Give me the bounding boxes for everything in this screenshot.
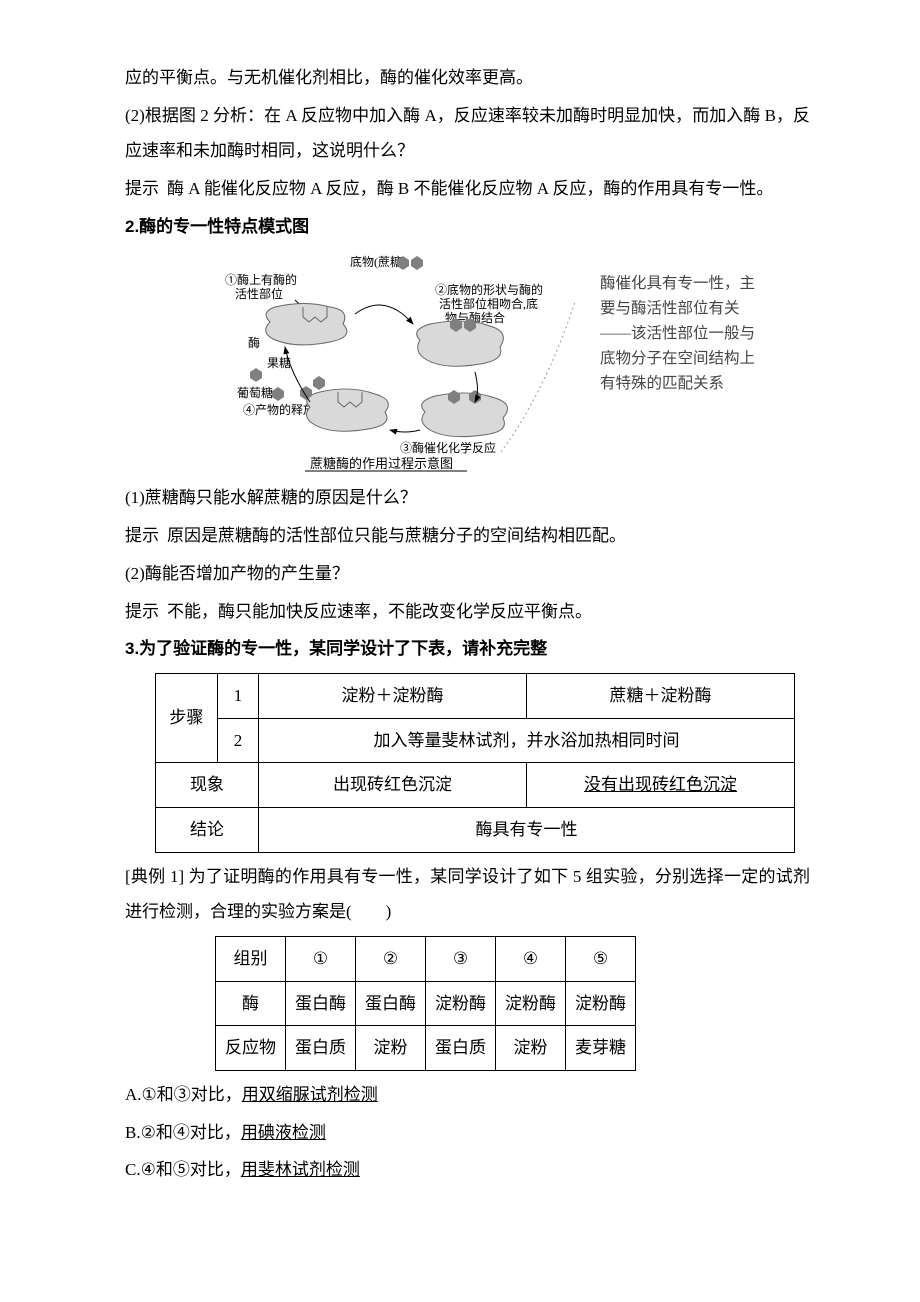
para-continuation: 应的平衡点。与无机催化剂相比，酶的催化效率更高。	[125, 60, 810, 96]
label-enzyme: 酶	[248, 335, 260, 350]
cell-conclusion-label: 结论	[156, 807, 259, 852]
cell-conclusion: 酶具有专一性	[259, 807, 795, 852]
cell-fehling: 加入等量斐林试剂，并水浴加热相同时间	[259, 718, 795, 763]
diagram-caption: 蔗糖酶的作用过程示意图	[310, 456, 453, 471]
hint-3: 提示不能，酶只能加快反应速率，不能改变化学反应平衡点。	[125, 594, 810, 630]
cell-starch-starchase: 淀粉＋淀粉酶	[259, 673, 527, 718]
cell-no-precipitate: 没有出现砖红色沉淀	[527, 763, 795, 808]
hint-label-3: 提示	[125, 602, 167, 621]
diagram-annotation: 酶催化具有专一性，主要与酶活性部位有关——该活性部位一般与底物分子在空间结构上有…	[600, 252, 770, 396]
option-a-underline: 用双缩脲试剂检测	[242, 1085, 378, 1104]
hint-text-1: 酶 A 能催化反应物 A 反应，酶 B 不能催化反应物 A 反应，酶的作用具有专…	[167, 179, 773, 198]
enzyme-diagram-wrap: 底物(蔗糖) ①酶上有酶的 活性部位 ②底物的形状与酶的 活性部位相吻合,底 物…	[155, 252, 810, 472]
label-2a: ②底物的形状与酶的	[435, 282, 543, 297]
group-table: 组别 ① ② ③ ④ ⑤ 酶 蛋白酶 蛋白酶 淀粉酶 淀粉酶 淀粉酶 反应物 蛋…	[215, 936, 636, 1071]
question-product-amount: (2)酶能否增加产物的产生量？	[125, 556, 810, 592]
hint-label-2: 提示	[125, 526, 167, 545]
hint-text-3: 不能，酶只能加快反应速率，不能改变化学反应平衡点。	[167, 602, 592, 621]
gt-h2: ①	[286, 937, 356, 982]
enzyme-diagram-svg: 底物(蔗糖) ①酶上有酶的 活性部位 ②底物的形状与酶的 活性部位相吻合,底 物…	[155, 252, 575, 472]
option-b: B.②和④对比，用碘液检测	[125, 1115, 810, 1151]
gt-r2c6: 淀粉酶	[566, 981, 636, 1026]
option-c-underline: 用斐林试剂检测	[241, 1160, 360, 1179]
hint-text-2: 原因是蔗糖酶的活性部位只能与蔗糖分子的空间结构相匹配。	[167, 526, 626, 545]
cell-sucrose-starchase: 蔗糖＋淀粉酶	[527, 673, 795, 718]
example-text: 为了证明酶的作用具有专一性，某同学设计了如下 5 组实验，分别选择一定的试剂进行…	[125, 867, 810, 922]
option-c: C.④和⑤对比，用斐林试剂检测	[125, 1152, 810, 1188]
cell-no-precipitate-text: 没有出现砖红色沉淀	[584, 775, 737, 794]
gt-r3c2: 蛋白质	[286, 1026, 356, 1071]
gt-h4: ③	[426, 937, 496, 982]
cell-phenomenon-label: 现象	[156, 763, 259, 808]
gt-r2c5: 淀粉酶	[496, 981, 566, 1026]
gt-r3c3: 淀粉	[356, 1026, 426, 1071]
label-4: ④产物的释放	[243, 402, 315, 417]
heading-3: 3.为了验证酶的专一性，某同学设计了下表，请补充完整	[125, 631, 810, 667]
gt-h3: ②	[356, 937, 426, 982]
heading-2: 2.酶的专一性特点模式图	[125, 209, 810, 245]
gt-r3c6: 麦芽糖	[566, 1026, 636, 1071]
label-1b: 活性部位	[235, 286, 283, 301]
example-1: [典例 1] 为了证明酶的作用具有专一性，某同学设计了如下 5 组实验，分别选择…	[125, 859, 810, 930]
gt-h5: ④	[496, 937, 566, 982]
gt-h1: 组别	[216, 937, 286, 982]
gt-r2c4: 淀粉酶	[426, 981, 496, 1026]
hint-label-1: 提示	[125, 179, 167, 198]
gt-r3c4: 蛋白质	[426, 1026, 496, 1071]
question-sucrase: (1)蔗糖酶只能水解蔗糖的原因是什么？	[125, 480, 810, 516]
option-c-prefix: C.④和⑤对比，	[125, 1160, 241, 1179]
option-b-prefix: B.②和④对比，	[125, 1123, 241, 1142]
gt-r3c1: 反应物	[216, 1026, 286, 1071]
example-label: [典例 1]	[125, 867, 184, 886]
label-glucose: 葡萄糖	[237, 385, 273, 400]
cell-step-1: 1	[217, 673, 258, 718]
cell-step-2: 2	[217, 718, 258, 763]
para-q-graph2: (2)根据图 2 分析：在 A 反应物中加入酶 A，反应速率较未加酶时明显加快，…	[125, 98, 810, 169]
gt-r2c3: 蛋白酶	[356, 981, 426, 1026]
gt-r2c2: 蛋白酶	[286, 981, 356, 1026]
label-3: ③酶催化化学反应	[400, 440, 496, 455]
cell-red-precipitate: 出现砖红色沉淀	[259, 763, 527, 808]
step-table: 步骤 1 淀粉＋淀粉酶 蔗糖＋淀粉酶 2 加入等量斐林试剂，并水浴加热相同时间 …	[155, 673, 795, 853]
hint-2: 提示原因是蔗糖酶的活性部位只能与蔗糖分子的空间结构相匹配。	[125, 518, 810, 554]
gt-r2c1: 酶	[216, 981, 286, 1026]
gt-r3c5: 淀粉	[496, 1026, 566, 1071]
option-b-underline: 用碘液检测	[241, 1123, 326, 1142]
hint-1: 提示酶 A 能催化反应物 A 反应，酶 B 不能催化反应物 A 反应，酶的作用具…	[125, 171, 810, 207]
label-1a: ①酶上有酶的	[225, 272, 297, 287]
cell-step-label: 步骤	[156, 673, 218, 762]
option-a-prefix: A.①和③对比，	[125, 1085, 242, 1104]
gt-h6: ⑤	[566, 937, 636, 982]
option-a: A.①和③对比，用双缩脲试剂检测	[125, 1077, 810, 1113]
label-2b: 活性部位相吻合,底	[439, 296, 538, 311]
